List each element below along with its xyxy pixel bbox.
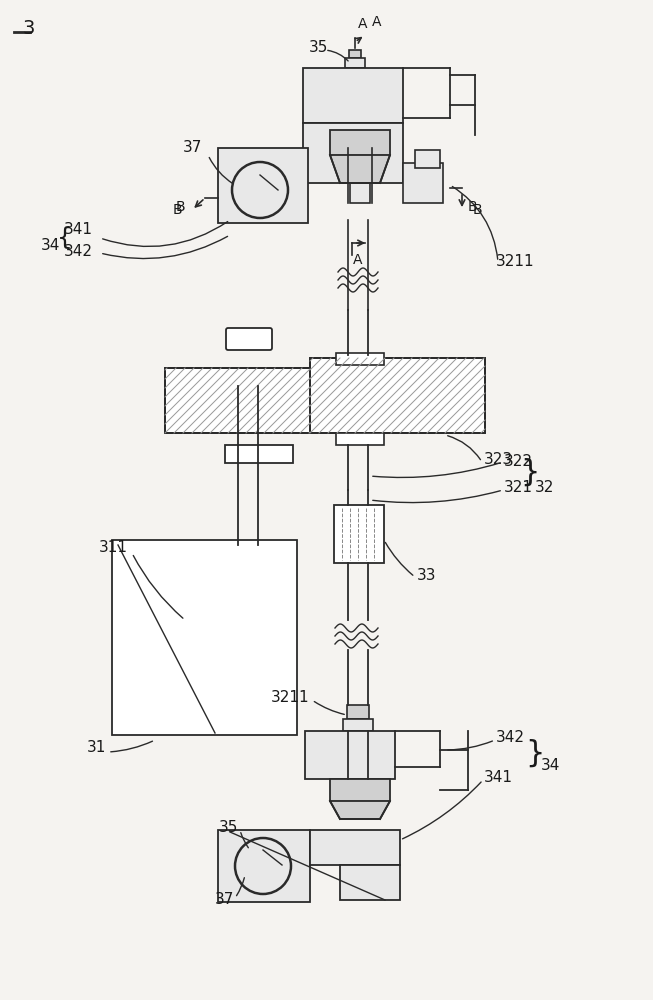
Text: 321: 321 <box>503 481 532 495</box>
Polygon shape <box>330 801 390 819</box>
Bar <box>350 183 370 203</box>
Text: 3211: 3211 <box>271 690 310 706</box>
Bar <box>343 719 373 731</box>
Bar <box>310 830 400 865</box>
Text: 341: 341 <box>63 223 93 237</box>
Bar <box>347 705 369 719</box>
Text: 311: 311 <box>99 540 127 556</box>
Bar <box>310 358 485 433</box>
Bar <box>165 368 310 433</box>
Text: 37: 37 <box>183 140 202 155</box>
Text: 322: 322 <box>503 454 532 470</box>
Text: 34: 34 <box>40 237 59 252</box>
Text: 35: 35 <box>308 40 328 55</box>
Text: }: } <box>520 458 539 487</box>
Text: A: A <box>358 17 368 31</box>
Bar <box>303 68 403 123</box>
Text: 34: 34 <box>540 758 560 772</box>
Text: B: B <box>472 203 482 217</box>
Bar <box>330 130 390 155</box>
Bar <box>345 58 365 68</box>
Bar <box>218 148 308 223</box>
Bar <box>334 505 384 563</box>
Text: B: B <box>467 200 477 214</box>
Text: A: A <box>372 15 382 29</box>
Text: 323: 323 <box>483 452 513 468</box>
Bar <box>112 540 297 735</box>
Text: 342: 342 <box>63 244 93 259</box>
Bar <box>165 368 310 433</box>
Bar <box>310 358 485 433</box>
Bar <box>305 731 395 779</box>
Text: 342: 342 <box>496 730 524 746</box>
Bar <box>303 123 403 183</box>
Text: 341: 341 <box>483 770 513 786</box>
Text: 37: 37 <box>215 892 234 908</box>
Text: }: } <box>525 738 545 768</box>
FancyBboxPatch shape <box>226 328 272 350</box>
Text: 31: 31 <box>88 740 106 756</box>
Bar <box>218 830 310 902</box>
Text: 32: 32 <box>535 480 554 494</box>
Text: {: { <box>57 226 73 250</box>
Text: 3: 3 <box>22 18 35 37</box>
Bar <box>228 330 270 348</box>
Polygon shape <box>330 155 390 183</box>
Text: 35: 35 <box>218 820 238 836</box>
Bar <box>336 353 384 365</box>
Bar <box>415 150 440 168</box>
Bar <box>349 50 361 58</box>
Bar <box>340 865 400 900</box>
Text: 3211: 3211 <box>496 254 534 269</box>
Text: B: B <box>175 200 185 214</box>
Bar <box>403 163 443 203</box>
Bar <box>336 433 384 445</box>
Text: A: A <box>353 253 363 267</box>
Text: B: B <box>172 203 182 217</box>
Bar <box>330 779 390 801</box>
Text: 33: 33 <box>417 568 437 582</box>
Bar <box>225 445 293 463</box>
